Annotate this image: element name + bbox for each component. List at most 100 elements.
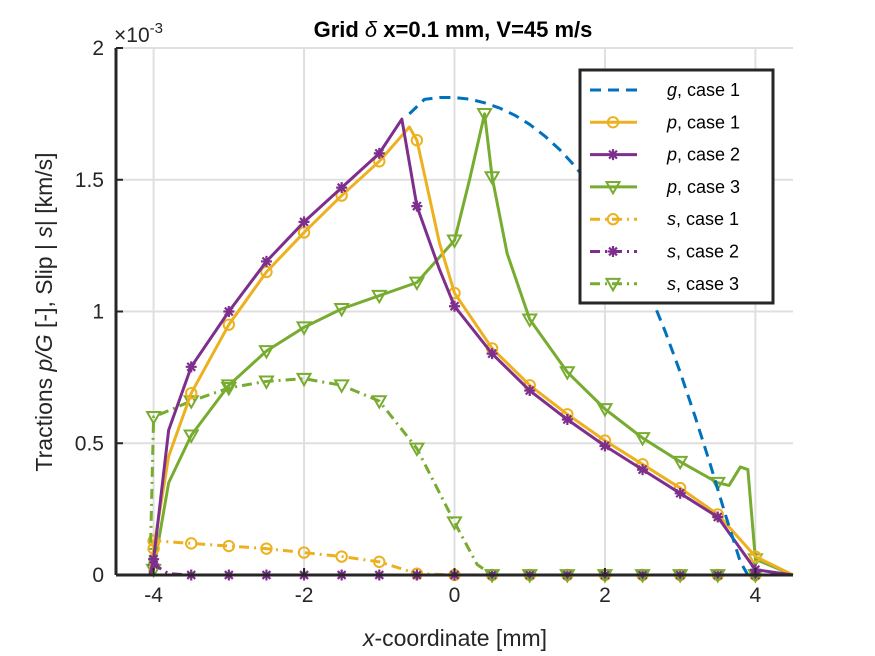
data-point-2-14 [674, 487, 686, 499]
data-point-2-12 [599, 440, 611, 452]
series-p-case-2 [116, 117, 794, 577]
legend-entry-6: s, case 3 [590, 274, 739, 294]
title-suffix: x=0.1 mm, V=45 m/s [377, 17, 592, 42]
y-tick-label-0: 0 [92, 564, 104, 587]
data-point-2-0 [148, 553, 160, 565]
data-point-2-4 [298, 216, 310, 228]
legend-label-5: s, case 2 [667, 242, 739, 262]
data-point-3-2 [220, 379, 238, 394]
x-label-variable: x [362, 625, 376, 651]
data-point-2-1 [185, 361, 197, 373]
data-point-2-15 [712, 511, 724, 523]
data-point-3-12 [559, 366, 576, 381]
title-prefix: Grid [314, 17, 365, 42]
legend-entry-0: g, case 1 [590, 80, 740, 100]
series-p-case-1 [116, 125, 794, 577]
y-label-part-a: Tractions [31, 371, 57, 471]
chart-title: Grid δ x=0.1 mm, V=45 m/s [314, 17, 593, 42]
legend-marker-3 [604, 181, 622, 196]
data-point-3-8 [446, 234, 463, 249]
data-point-1-2 [222, 318, 236, 331]
data-point-3-14 [634, 432, 651, 447]
y-label-part-c: [-], Slip | [31, 238, 57, 335]
data-point-3-7 [408, 276, 426, 292]
legend-label-6: s, case 3 [667, 274, 739, 294]
legend: g, case 1 p, case 1 p, case 2 p, case 3 s, c… [578, 68, 775, 305]
data-point-2-2 [223, 306, 235, 317]
y-tick-label-4: 2 [92, 37, 104, 60]
y-label-part-e: | [km/s] [31, 152, 57, 226]
series-line-3 [116, 112, 794, 577]
data-point-3-15 [671, 455, 689, 471]
legend-entry-5: s, case 2 [590, 242, 739, 262]
legend-marker-6 [604, 277, 622, 293]
legend-marker-2 [607, 149, 619, 161]
legend-entry-4: s, case 1 [590, 209, 739, 229]
y-multiplier-base: ×10 [114, 24, 150, 47]
data-point-4-2 [222, 539, 236, 553]
legend-label-4: s, case 1 [667, 209, 739, 229]
legend-marker-5 [607, 246, 619, 257]
series-p-case-3 [116, 108, 794, 579]
data-point-2-6 [373, 147, 385, 159]
data-point-6-2 [220, 382, 238, 397]
data-point-3-3 [258, 345, 275, 360]
data-point-6-3 [258, 375, 275, 390]
y-tick-label-3: 1.5 [75, 169, 104, 192]
series-line-1 [116, 125, 794, 577]
y-tick-label-2: 1 [92, 301, 104, 324]
x-tick-label-0: -4 [144, 584, 163, 607]
data-point-4-1 [185, 537, 198, 550]
data-point-4-3 [260, 542, 273, 555]
data-point-1-7 [410, 134, 424, 147]
data-point-2-10 [524, 385, 536, 397]
y-axis-label: Tractions p/G [-], Slip | s| [km/s] [31, 152, 57, 471]
data-point-6-5 [333, 379, 350, 394]
data-point-2-9 [486, 348, 498, 360]
legend-marker-1 [606, 116, 620, 129]
data-point-3-10 [483, 171, 501, 186]
x-tick-label-4: 4 [750, 584, 762, 607]
data-point-6-7 [408, 442, 426, 458]
y-label-part-b: p/G [31, 334, 57, 372]
x-tick-label-3: 2 [599, 584, 611, 607]
legend-marker-4 [606, 213, 620, 226]
x-tick-label-1: -2 [295, 584, 314, 607]
data-point-3-4 [295, 321, 313, 336]
data-point-6-0 [145, 411, 162, 426]
axes [114, 47, 793, 577]
series-line-6 [116, 377, 793, 577]
y-multiplier-exponent: -3 [150, 20, 163, 37]
legend-entry-1: p, case 1 [590, 112, 740, 132]
legend-entry-3: p, case 3 [590, 177, 740, 197]
data-point-2-3 [260, 255, 272, 267]
x-tick-label-2: 0 [449, 584, 461, 607]
data-point-3-13 [596, 403, 614, 418]
legend-label-0: g, case 1 [667, 80, 740, 100]
data-point-2-13 [637, 464, 649, 476]
y-tick-label-1: 0.5 [75, 432, 104, 455]
data-point-2-8 [449, 300, 460, 312]
data-point-6-6 [371, 395, 388, 410]
data-point-4-5 [335, 550, 348, 563]
x-label-rest: -coordinate [mm] [374, 625, 547, 651]
y-axis-multiplier: ×10-3 [114, 20, 163, 47]
legend-entry-2: p, case 2 [590, 145, 740, 165]
x-axis-label: x-coordinate [mm] [362, 625, 547, 651]
data-point-2-11 [561, 414, 573, 426]
data-point-6-8 [446, 516, 463, 531]
data-point-2-7 [411, 200, 423, 212]
legend-label-3: p, case 3 [666, 177, 740, 197]
data-point-3-6 [371, 289, 388, 305]
data-point-3-9 [476, 108, 493, 123]
series-layer [116, 96, 794, 584]
data-point-4-4 [297, 546, 311, 559]
tick-labels: -4 -2 0 2 4 0 0.5 1 1.5 2 [75, 37, 762, 607]
data-point-1-16 [749, 550, 762, 563]
legend-label-1: p, case 1 [666, 112, 740, 132]
legend-label-2: p, case 2 [666, 145, 740, 165]
data-point-3-11 [521, 313, 538, 328]
data-point-3-1 [182, 429, 200, 444]
